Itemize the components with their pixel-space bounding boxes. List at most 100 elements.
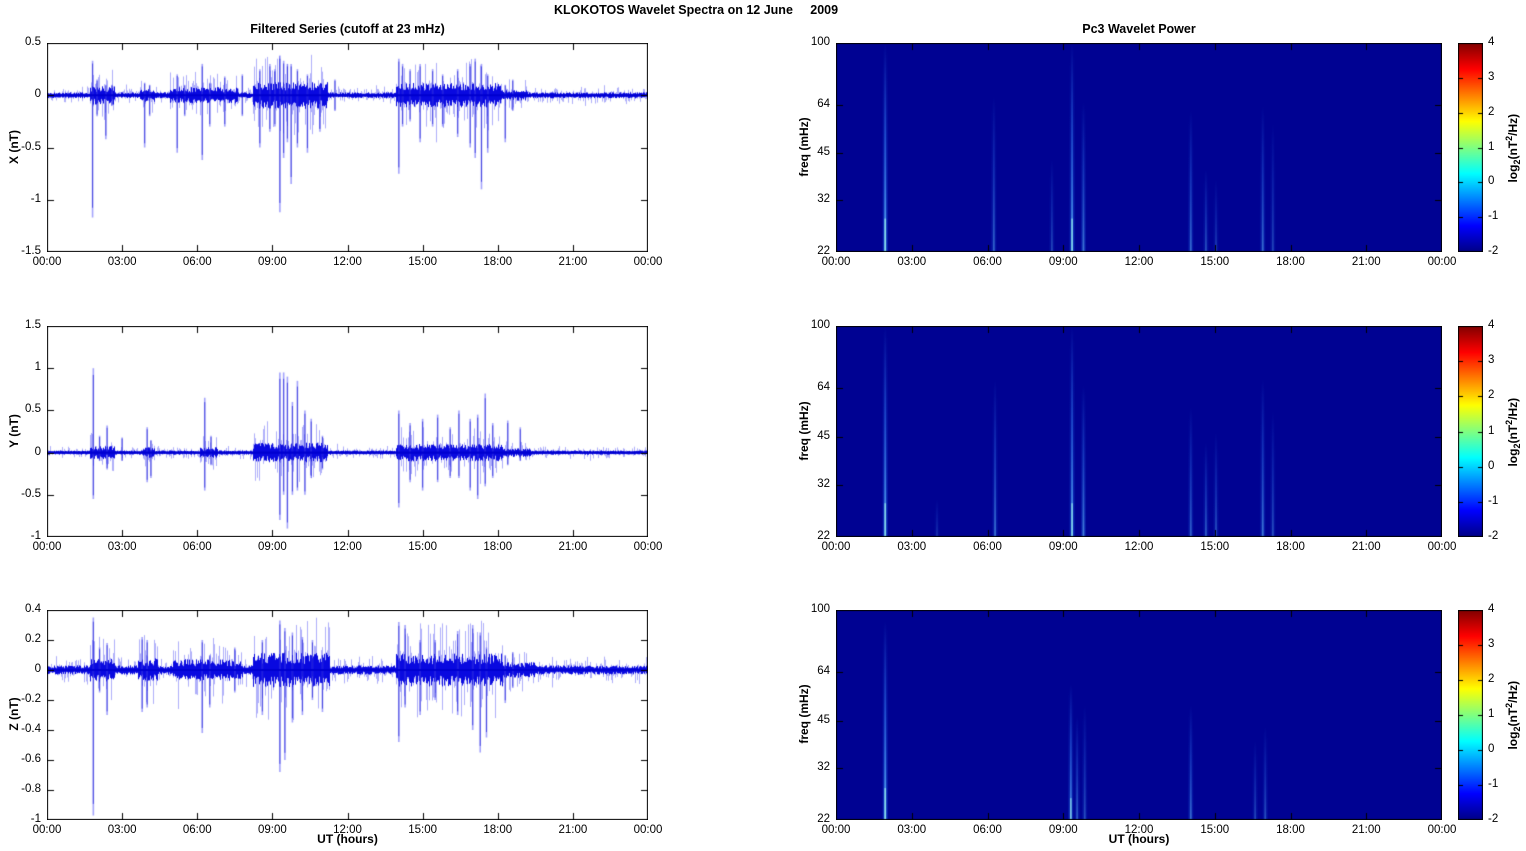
y-tick-label: -1 [30,192,41,205]
colorbar-tick-label: 1 [1488,140,1495,153]
x-tick-label: 21:00 [558,824,588,836]
x-tick-label: 00:00 [1427,256,1457,268]
x-tick-label: 03:00 [107,541,137,553]
y-tick-label: 22 [817,530,830,542]
y-tick-label: 45 [817,713,830,726]
x-tick-label: 09:00 [1048,256,1078,268]
x-tick-label: 00:00 [32,256,62,268]
x-tick-label: 00:00 [821,541,851,553]
x-tick-label: 00:00 [32,541,62,553]
y-tick-label: -1.5 [21,245,41,257]
figure-title: KLOKOTOS Wavelet Spectra on 12 June 2009 [553,3,839,17]
timeseries-y-plot [47,326,648,537]
y-tick-label: 0.2 [25,633,41,645]
x-tick-label: 15:00 [1200,541,1230,553]
x-tick-label: 09:00 [1048,824,1078,836]
x-tick-label: 15:00 [408,256,438,268]
y-tick-label: 0 [34,445,41,458]
y-tick-label: 64 [817,381,830,394]
x-tick-label: 18:00 [483,824,513,836]
y-tick-label: 32 [817,761,830,774]
y-tick-label: 0.5 [25,36,41,48]
timeseries-x-plot [47,43,648,252]
y-tick-label: 0.5 [25,403,41,416]
y-tick-label: 1.5 [25,319,41,331]
x-tick-label: 00:00 [1427,824,1457,836]
y-tick-label: -1 [30,813,41,825]
colorbar-tick-label: -2 [1488,813,1499,825]
x-tick-label: 12:00 [333,824,362,836]
x-tick-label: 00:00 [821,256,851,268]
x-tick-label: 09:00 [257,541,287,553]
y-tick-label: 32 [817,193,830,206]
x-tick-label: 12:00 [333,256,362,268]
colorbar-tick-label: 4 [1488,36,1495,48]
y-tick-label: 64 [817,664,830,677]
x-tick-label: 15:00 [408,541,438,553]
x-tick-label: 09:00 [1048,541,1078,553]
x-tick-label: 06:00 [182,541,212,553]
x-tick-label: 06:00 [973,541,1002,553]
x-tick-label: 03:00 [107,824,137,836]
right-column-title: Pc3 Wavelet Power [1082,22,1196,36]
spectrogram-y-plot [836,326,1442,537]
y-tick-label: 22 [817,245,830,257]
y-tick-label: 32 [817,477,830,490]
x-tick-label: 06:00 [973,256,1002,268]
y-axis-label-y-nt: Y (nT) [7,413,21,448]
x-tick-label: 12:00 [333,541,362,553]
x-tick-label: 00:00 [32,824,62,836]
x-tick-label: 00:00 [633,256,663,268]
spectrogram-z-plot [836,610,1442,820]
colorbar-z [1458,610,1483,820]
y-tick-label: 64 [817,97,830,110]
x-tick-label: 21:00 [1351,256,1381,268]
timeseries-z-plot [47,610,648,820]
x-tick-label: 00:00 [633,541,663,553]
left-column-title: Filtered Series (cutoff at 23 mHz) [250,22,445,36]
x-tick-label: 03:00 [897,541,927,553]
colorbar-tick-label: -1 [1488,494,1499,507]
colorbar-tick-label: -1 [1488,778,1499,790]
y-tick-label: 0.4 [25,603,41,615]
x-tick-label: 18:00 [483,256,513,268]
colorbar-tick-label: -1 [1488,210,1499,223]
x-tick-label: 09:00 [257,824,287,836]
x-axis-label-right: UT (hours) [1108,832,1170,846]
y-tick-label: -0.5 [21,140,41,153]
x-tick-label: 00:00 [633,824,663,836]
x-tick-label: 09:00 [257,256,287,268]
x-tick-label: 15:00 [1200,824,1230,836]
x-tick-label: 15:00 [1200,256,1230,268]
colorbar-tick-label: 0 [1488,743,1495,755]
y-tick-label: 100 [810,36,830,48]
x-tick-label: 12:00 [1124,541,1154,553]
y-tick-label: 1 [34,361,41,374]
x-tick-label: 00:00 [821,824,851,836]
colorbar-tick-label: 2 [1488,105,1495,118]
colorbar-tick-label: -2 [1488,530,1499,542]
x-tick-label: 18:00 [483,541,513,553]
colorbar-tick-label: 4 [1488,603,1495,615]
colorbar-tick-label: 0 [1488,175,1495,188]
y-tick-label: -0.5 [21,487,41,500]
x-tick-label: 03:00 [107,256,137,268]
x-tick-label: 21:00 [1351,824,1381,836]
y-tick-label: 45 [817,430,830,443]
x-axis-label-left: UT (hours) [317,832,378,846]
x-tick-label: 00:00 [1427,541,1457,553]
y-tick-label: 0 [34,88,41,101]
x-tick-label: 21:00 [1351,541,1381,553]
colorbar-tick-label: 1 [1488,708,1495,720]
colorbar-tick-label: -2 [1488,245,1499,257]
x-tick-label: 06:00 [973,824,1002,836]
y-tick-label: -0.8 [21,783,41,795]
colorbar-tick-label: 3 [1488,354,1495,367]
x-tick-label: 06:00 [182,824,212,836]
colorbar-tick-label: 2 [1488,673,1495,685]
x-tick-label: 03:00 [897,824,927,836]
colorbar-tick-label: 3 [1488,70,1495,83]
y-tick-label: -0.6 [21,753,41,765]
x-tick-label: 18:00 [1276,824,1305,836]
